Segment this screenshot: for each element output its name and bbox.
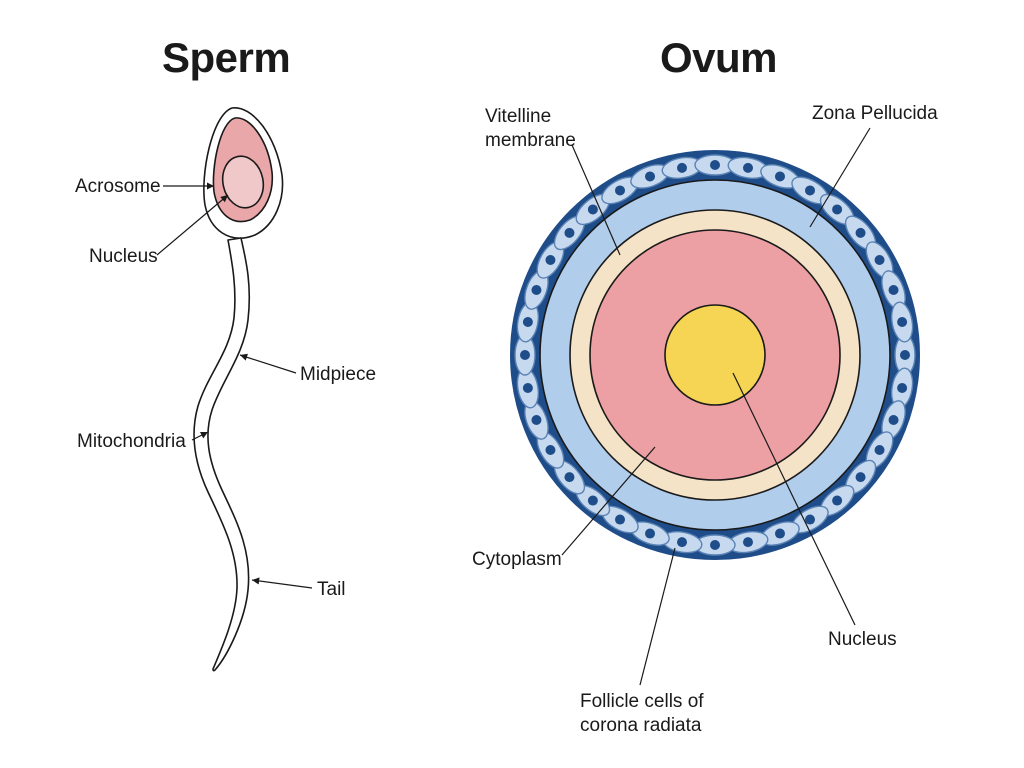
label-acrosome: Acrosome [75, 175, 161, 199]
label-cytoplasm: Cytoplasm [472, 548, 562, 572]
label-follicle: Follicle cells ofcorona radiata [580, 690, 704, 738]
label-midpiece: Midpiece [300, 363, 376, 387]
label-sperm-nucleus: Nucleus [89, 245, 158, 269]
ovum-title: Ovum [660, 34, 777, 82]
label-vitelline: Vitellinemembrane [485, 105, 576, 153]
label-mitochondria: Mitochondria [77, 430, 186, 454]
label-tail: Tail [317, 578, 346, 602]
label-zona: Zona Pellucida [812, 102, 938, 126]
sperm-title: Sperm [162, 34, 290, 82]
label-ovum-nucleus: Nucleus [828, 628, 897, 652]
